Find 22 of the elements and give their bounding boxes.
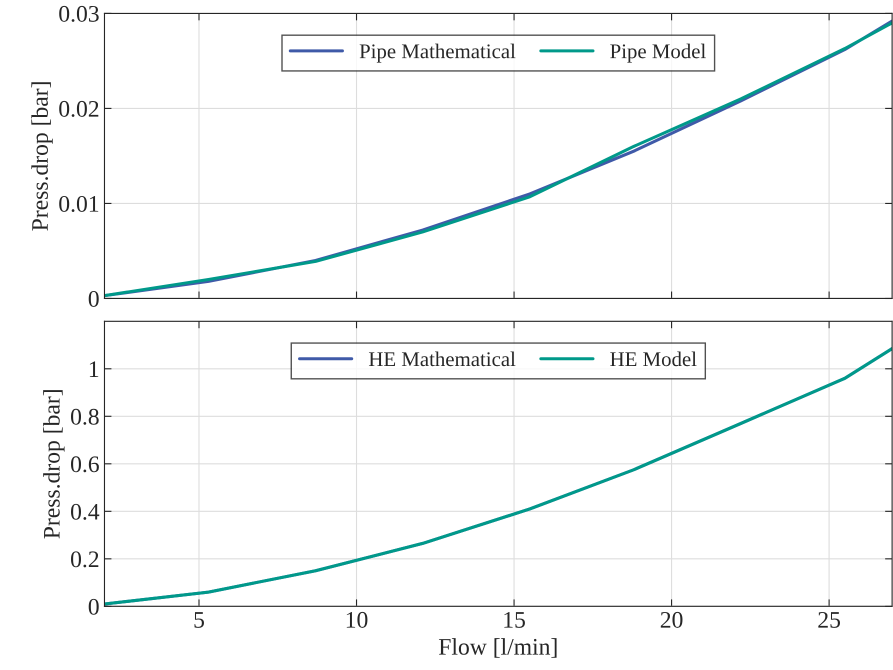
y-axis-title: Press.drop [bar] [31, 82, 53, 231]
y-tick-label: 0 [88, 290, 99, 307]
legend-label: Pipe Model [610, 44, 706, 63]
x-tick-label: 10 [346, 612, 368, 628]
y-tick-label: 0.8 [71, 408, 99, 425]
y-tick-label: 0 [88, 598, 99, 615]
y-tick-label: 0.02 [59, 100, 98, 117]
y-tick-label: 0.4 [71, 504, 100, 520]
x-tick-label: 25 [818, 612, 840, 628]
x-tick-label: 15 [504, 612, 525, 628]
y-tick-label: 0.2 [71, 551, 98, 568]
x-tick-label: 20 [660, 612, 682, 628]
y-tick-label: 0.01 [59, 196, 98, 212]
x-tick-label: 5 [194, 612, 204, 628]
y-tick-label: 0.6 [71, 456, 99, 472]
y-tick-label: 1 [90, 361, 98, 377]
legend-label: HE Mathematical [368, 352, 516, 366]
legend-label: HE Model [610, 352, 697, 366]
x-axis-title: Flow [l/min] [438, 638, 557, 658]
y-axis-title: Press.drop [bar] [43, 390, 65, 539]
y-tick-label: 0.03 [59, 6, 99, 22]
legend-label: Pipe Mathematical [360, 44, 516, 63]
